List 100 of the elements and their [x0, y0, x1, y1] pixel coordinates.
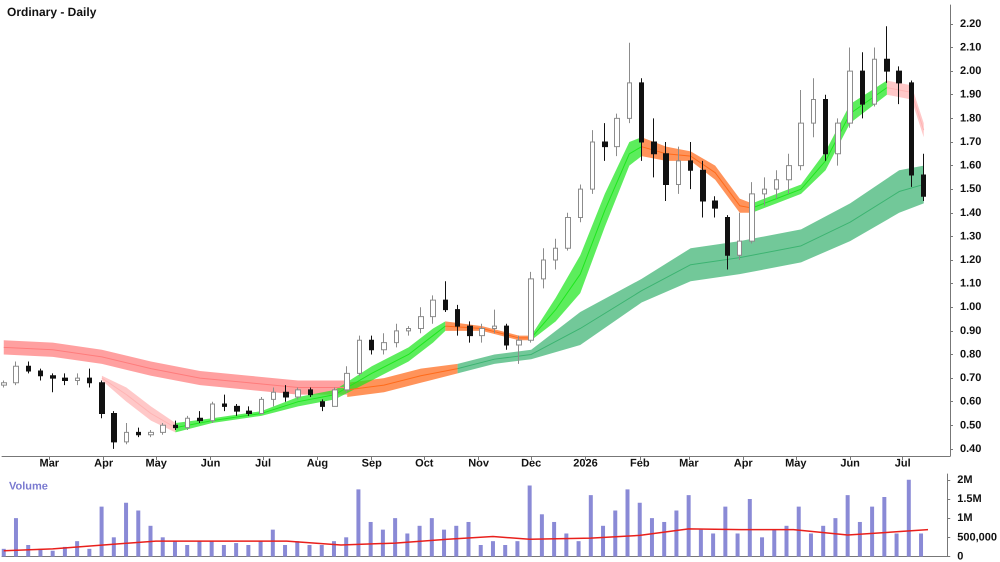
- bar: [258, 541, 263, 556]
- x-tick-label: May: [146, 458, 168, 470]
- bar: [784, 526, 788, 556]
- candlestick: [443, 280, 448, 312]
- bar: [295, 541, 300, 556]
- bar: [674, 510, 678, 556]
- bar: [50, 550, 55, 556]
- x-tick-label: May: [785, 458, 808, 470]
- bar: [308, 544, 312, 556]
- candlestick: [578, 184, 583, 223]
- bar: [576, 541, 581, 556]
- bar: [858, 522, 862, 556]
- candlestick: [185, 415, 190, 431]
- candlestick: [111, 410, 117, 450]
- x-tick-label: Aug: [306, 458, 328, 470]
- bar: [540, 514, 544, 556]
- candlestick: [418, 306, 424, 334]
- y-tick-label: 0.80: [960, 348, 982, 360]
- candlestick: [811, 78, 816, 138]
- bar: [234, 543, 238, 556]
- candlestick: [13, 361, 19, 386]
- candlestick: [565, 212, 571, 252]
- candlestick: [38, 368, 43, 381]
- candlestick: [651, 118, 657, 178]
- candlestick: [676, 146, 681, 194]
- candlestick: [87, 368, 92, 388]
- candlestick: [835, 118, 841, 166]
- bar: [100, 506, 104, 556]
- bar: [442, 530, 446, 556]
- y-tick-label: 1.50: [960, 183, 982, 196]
- y-tick-label: 2.20: [960, 18, 982, 30]
- bar: [638, 502, 642, 556]
- bar: [662, 522, 666, 556]
- x-tick-label: Jul: [894, 458, 911, 470]
- y-tick-label: 2.00: [960, 65, 982, 78]
- y-tick-label: 1M: [957, 512, 973, 524]
- bar: [808, 533, 813, 556]
- candlestick: [75, 372, 80, 386]
- bar: [760, 537, 764, 556]
- candlestick: [749, 182, 755, 244]
- candlestick: [884, 26, 890, 84]
- text: Volume: [9, 480, 48, 492]
- y-tick-label: 0.40: [960, 442, 982, 455]
- candlestick: [62, 372, 68, 386]
- bar: [87, 548, 92, 556]
- candlestick: [344, 366, 350, 393]
- candlestick: [283, 384, 289, 402]
- candlestick: [455, 304, 460, 336]
- bar: [833, 518, 838, 556]
- bar: [588, 495, 593, 556]
- bar: [906, 480, 911, 556]
- bar: [919, 533, 924, 556]
- candlestick: [553, 238, 558, 270]
- bar: [14, 518, 18, 556]
- y-tick-label: 1.40: [960, 206, 982, 219]
- candlestick: [872, 47, 877, 108]
- bar: [454, 526, 458, 556]
- bar: [405, 533, 410, 556]
- candlestick: [762, 176, 767, 206]
- bar: [650, 518, 654, 556]
- candlestick: [234, 404, 240, 416]
- bar: [478, 544, 483, 556]
- y-tick-label: 1.5M: [957, 492, 982, 505]
- x-tick-label: Mar: [679, 458, 700, 470]
- bar: [626, 489, 630, 556]
- candlestick: [516, 335, 522, 364]
- candlestick: [663, 141, 669, 202]
- bar: [748, 498, 752, 556]
- candlestick: [921, 153, 926, 202]
- candlestick: [332, 387, 338, 407]
- bar: [148, 526, 153, 556]
- bar: [172, 541, 177, 556]
- bar: [870, 506, 874, 556]
- candlestick: [381, 332, 387, 355]
- candlestick: [847, 47, 853, 128]
- candlestick: [136, 427, 141, 438]
- candlestick: [259, 396, 264, 414]
- candlestick: [590, 130, 595, 194]
- candlestick: [504, 323, 509, 350]
- candlestick: [369, 335, 374, 355]
- candlestick: [786, 153, 792, 194]
- bar: [344, 537, 348, 556]
- bar: [894, 533, 899, 556]
- candlestick: [639, 78, 644, 162]
- bar: [356, 489, 360, 556]
- bar: [430, 518, 434, 556]
- bar: [490, 541, 495, 556]
- x-tick-label: Dec: [521, 458, 542, 470]
- bar: [601, 526, 606, 556]
- candlestick: [798, 90, 804, 171]
- candlestick: [860, 52, 865, 119]
- candlestick: [246, 406, 252, 416]
- y-tick-label: 0.50: [960, 419, 982, 432]
- bar: [528, 486, 532, 556]
- y-tick-label: 1.10: [960, 278, 982, 290]
- candlestick: [50, 372, 56, 393]
- bar: [503, 544, 508, 556]
- bar: [772, 530, 776, 556]
- y-tick-label: 0.60: [960, 396, 982, 408]
- y-tick-label: 1.70: [960, 136, 982, 148]
